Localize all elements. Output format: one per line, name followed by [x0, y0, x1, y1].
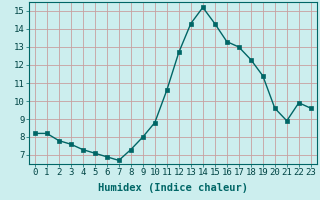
X-axis label: Humidex (Indice chaleur): Humidex (Indice chaleur): [98, 183, 248, 193]
